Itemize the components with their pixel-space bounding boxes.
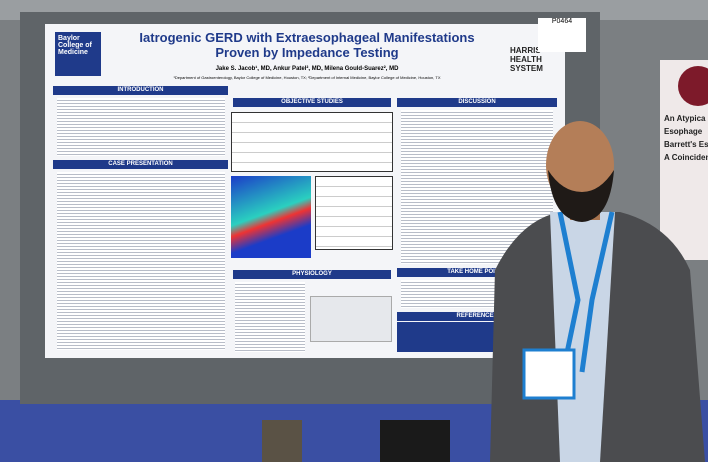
neighbor-title-line: Esophage (664, 127, 703, 136)
partner-logo: HARRIS HEALTH SYSTEM (510, 46, 543, 73)
visitor-legs (380, 420, 450, 462)
authors: Jake S. Jacob¹, MD, Ankur Patel², MD, Mi… (215, 66, 399, 72)
section-header: INTRODUCTION (53, 86, 228, 95)
body-text (57, 98, 225, 156)
beard (548, 170, 614, 222)
section-header: OBJECTIVE STUDIES (233, 98, 391, 107)
body-text (235, 282, 305, 352)
logo: Baylor College of Medicine (55, 32, 101, 76)
poster: Baylor College of Medicine Iatrogenic GE… (45, 24, 565, 358)
section-header: TAKE HOME POINTS (397, 268, 557, 277)
manometry-image (231, 176, 311, 258)
visitor-legs (262, 420, 302, 462)
title: Iatrogenic GERD with Extraesophageal Man… (139, 30, 475, 60)
section-header: PHYSIOLOGY (233, 270, 391, 279)
neighbor-text: An Atypica Esophage Barrett's Es A Coincide… (664, 112, 708, 164)
poster-code: P0464 (538, 18, 586, 52)
body-text (57, 172, 225, 350)
neighbor-poster: An Atypica Esophage Barrett's Es A Coincide… (660, 60, 708, 260)
neighbor-title-line: Barrett's Es (664, 140, 708, 149)
badge (522, 348, 576, 400)
lanyard (557, 211, 615, 373)
section-header: REFERENCES (397, 312, 557, 321)
neighbor-title-line: A Coinciden (664, 153, 708, 162)
section-header: DISCUSSION (397, 98, 557, 107)
affiliations: ¹Department of Gastroenterology, Baylor … (173, 75, 441, 80)
diagram (310, 296, 392, 342)
table (231, 112, 393, 172)
seal (678, 66, 708, 106)
neighbor-title-line: An Atypica (664, 114, 706, 123)
section-header: CASE PRESENTATION (53, 160, 228, 169)
table (315, 176, 393, 250)
